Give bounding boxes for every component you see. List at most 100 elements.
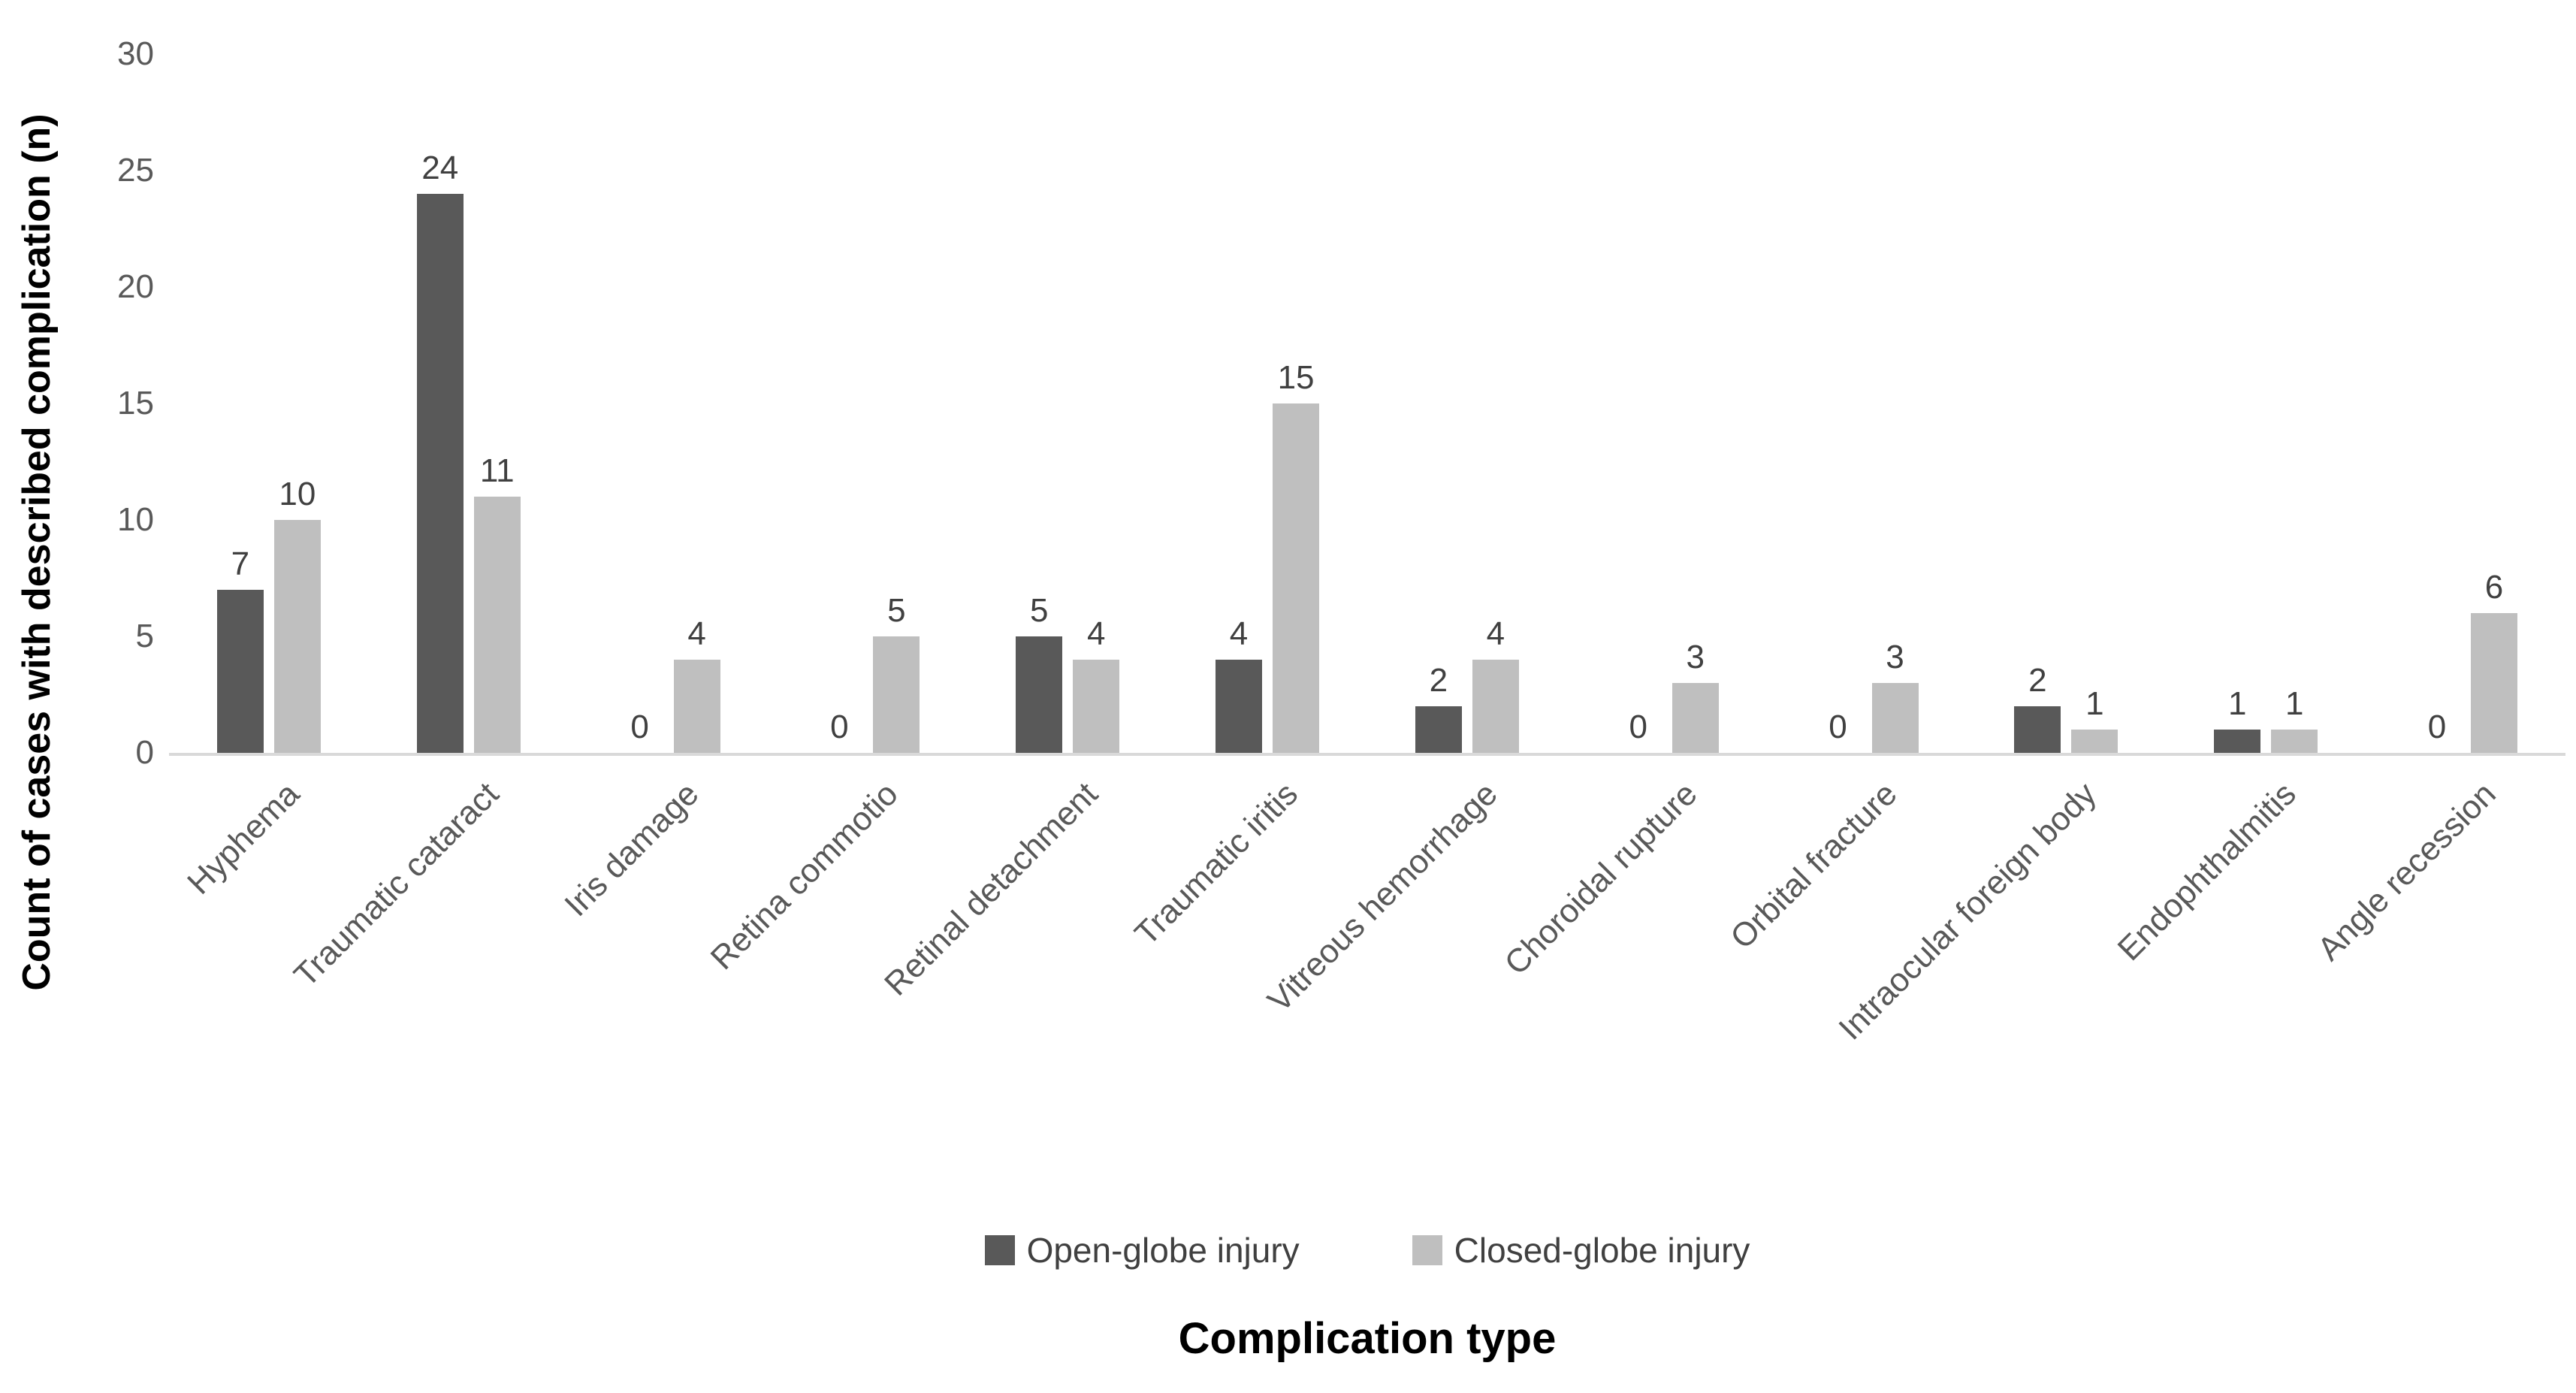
bar-value-label: 0 xyxy=(630,709,649,745)
bar-unit: 2 xyxy=(1415,663,1462,753)
category-label: Hyphema xyxy=(180,775,307,902)
bar xyxy=(1672,683,1719,753)
bar-unit: 0 xyxy=(816,709,862,753)
category-label: Retinal detachment xyxy=(877,775,1105,1003)
bar xyxy=(2014,706,2061,753)
y-tick-label: 25 xyxy=(117,152,154,189)
plot-area: 7 10 24 11 0 4 0 5 5 4 4 15 2 4 0 3 0 3 2 1 1 1 0 6 xyxy=(169,54,2565,756)
bar-unit: 11 xyxy=(473,452,521,753)
bar-value-label: 4 xyxy=(687,615,706,652)
category-label: Retina commotio xyxy=(703,775,906,978)
category-label: Traumatic iritis xyxy=(1127,775,1305,953)
bar-group: 7 10 xyxy=(169,54,369,753)
bar-value-label: 0 xyxy=(830,709,849,745)
bar-unit: 0 xyxy=(2414,709,2460,753)
category-label: Endophthalmitis xyxy=(2110,775,2303,968)
legend-label: Open-globe injury xyxy=(1026,1231,1300,1270)
category-label: Vitreous hemorrhage xyxy=(1260,775,1505,1020)
y-tick-label: 0 xyxy=(135,734,154,771)
bar xyxy=(1871,683,1919,753)
bar-value-label: 11 xyxy=(479,452,515,489)
bar-unit: 5 xyxy=(873,593,920,753)
bar-value-label: 10 xyxy=(279,476,316,512)
category-label: Traumatic cataract xyxy=(287,775,506,995)
bar-value-label: 5 xyxy=(1029,592,1049,629)
bar-group: 4 15 xyxy=(1167,54,1367,753)
bar-value-label: 2 xyxy=(1429,662,1448,699)
bar-value-label: 4 xyxy=(1086,615,1106,652)
bar-value-label: 0 xyxy=(1829,709,1847,745)
bar xyxy=(873,636,920,753)
bar xyxy=(2071,730,2118,753)
category-label: Orbital fracture xyxy=(1723,775,1904,956)
bar-unit: 1 xyxy=(2214,685,2261,753)
bar-unit: 3 xyxy=(1672,639,1719,753)
legend-item: Closed-globe injury xyxy=(1412,1231,1750,1270)
bar-unit: 2 xyxy=(2014,663,2061,753)
legend-swatch-icon xyxy=(984,1235,1015,1265)
bar-value-label: 1 xyxy=(2227,685,2247,722)
bar-unit: 1 xyxy=(2271,686,2318,753)
y-tick-label: 5 xyxy=(135,618,154,654)
bar-value-label: 3 xyxy=(1686,639,1705,675)
bar xyxy=(1415,706,1462,753)
bar-unit: 10 xyxy=(273,476,321,753)
bar-unit: 5 xyxy=(1016,592,1063,753)
bar-value-label: 0 xyxy=(1629,709,1647,745)
bar-unit: 0 xyxy=(1815,709,1862,753)
legend-label: Closed-globe injury xyxy=(1454,1231,1750,1270)
x-axis-title: Complication type xyxy=(1178,1314,1557,1363)
y-tick-label: 30 xyxy=(117,35,154,72)
bar xyxy=(1273,403,1320,753)
y-tick-label: 20 xyxy=(117,268,154,305)
bar xyxy=(1216,660,1263,753)
bar-unit: 7 xyxy=(216,545,264,753)
bar-unit: 0 xyxy=(617,709,663,753)
bar xyxy=(416,194,464,753)
bar-value-label: 6 xyxy=(2484,569,2504,606)
bar-unit: 3 xyxy=(1871,639,1919,753)
bar-unit: 6 xyxy=(2471,569,2518,753)
bar-unit: 4 xyxy=(1073,615,1120,753)
category-label: Choroidal rupture xyxy=(1497,775,1705,983)
bar-groups: 7 10 24 11 0 4 0 5 5 4 4 15 2 4 0 3 0 3 2 1 1 1 0 6 xyxy=(169,54,2565,753)
bar xyxy=(2471,613,2518,753)
legend-swatch-icon xyxy=(1412,1235,1442,1265)
bar-unit: 4 xyxy=(1472,616,1519,753)
bar-value-label: 0 xyxy=(2427,709,2447,745)
bar xyxy=(2214,730,2261,753)
bar-value-label: 7 xyxy=(231,545,250,582)
bar-group: 24 11 xyxy=(369,54,569,753)
y-tick-label: 10 xyxy=(117,501,154,538)
bar xyxy=(1073,660,1120,753)
bar-unit: 15 xyxy=(1273,360,1320,753)
bar-unit: 1 xyxy=(2071,686,2118,753)
bar-unit: 24 xyxy=(416,150,464,753)
bar-value-label: 1 xyxy=(2285,685,2304,722)
bar-unit: 0 xyxy=(1615,709,1662,753)
legend: Open-globe injury Closed-globe injury xyxy=(169,1231,2565,1270)
bar-value-label: 4 xyxy=(1229,615,1249,652)
bar xyxy=(673,660,720,753)
bar xyxy=(1472,660,1519,753)
y-tick-label: 15 xyxy=(117,385,154,422)
category-label: Angle recession xyxy=(2310,775,2503,968)
bar-unit: 4 xyxy=(1216,615,1263,753)
legend-item: Open-globe injury xyxy=(984,1231,1300,1270)
bar xyxy=(1016,636,1063,753)
bar-value-label: 3 xyxy=(1886,639,1904,675)
bar-value-label: 1 xyxy=(2085,685,2104,722)
bar-value-label: 24 xyxy=(421,150,459,186)
bar xyxy=(473,497,521,753)
bar-unit: 4 xyxy=(673,615,720,753)
category-labels: Hyphema Traumatic cataract Iris damage Reti… xyxy=(169,753,2565,1234)
